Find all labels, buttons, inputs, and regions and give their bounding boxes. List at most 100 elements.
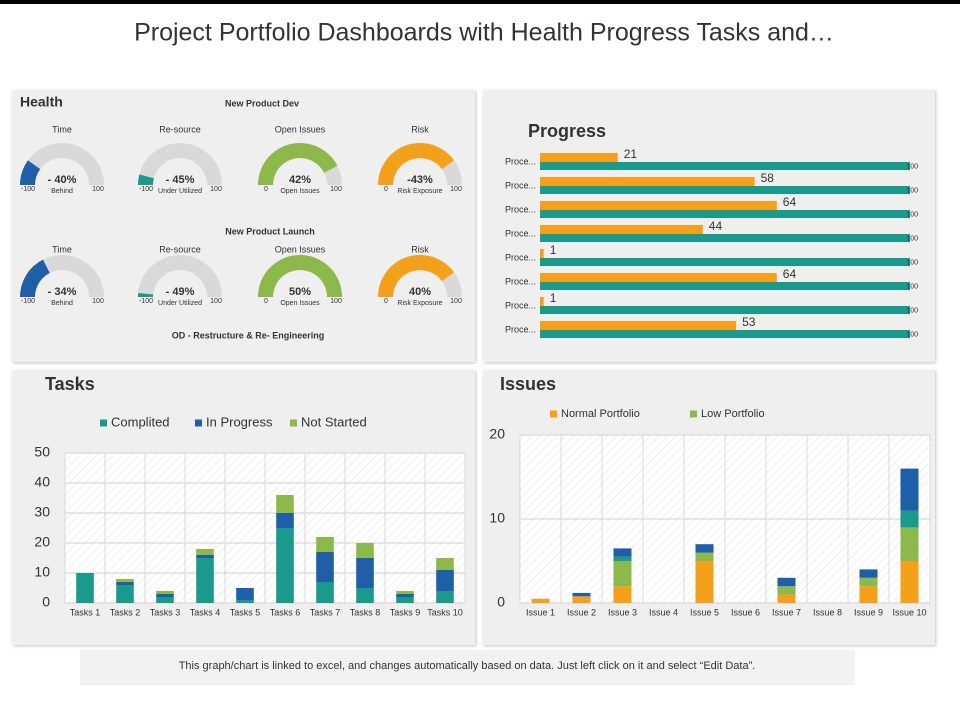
bar-segment <box>777 586 796 595</box>
bar-segment <box>156 591 174 594</box>
bar-segment <box>156 597 174 603</box>
data-label: 64 <box>783 267 797 281</box>
bar-segment <box>436 591 454 603</box>
bar-segment <box>116 579 134 582</box>
y-tick-label: Proce... <box>505 324 536 334</box>
bar-segment <box>196 558 214 603</box>
gauge-caption: Risk Exposure <box>397 188 442 195</box>
data-label: 64 <box>783 195 797 209</box>
y-tick-label: Proce... <box>505 180 536 190</box>
bar-segment <box>276 495 294 513</box>
x-tick-label: Issue 1 <box>526 607 555 617</box>
y-tick-label: Proce... <box>505 252 536 262</box>
gauge-fill <box>258 142 338 185</box>
bar-segment <box>396 594 414 597</box>
gauge-label: Risk <box>411 244 429 254</box>
bar-segment <box>156 594 174 597</box>
x-tick-label: Issue 7 <box>772 607 801 617</box>
gauge-min: -100 <box>21 186 35 193</box>
gauge-caption: Open Issues <box>280 300 320 307</box>
gauge-value: 50% <box>289 286 311 298</box>
gauge-label: Time <box>52 124 72 134</box>
bar-segment <box>859 586 878 603</box>
gauge-max: 100 <box>210 298 222 305</box>
gauge-label: Re-source <box>159 124 201 134</box>
x-tick-label: Tasks 9 <box>390 607 421 617</box>
bar-segment <box>316 582 334 603</box>
data-label: 53 <box>742 315 756 329</box>
bar <box>540 321 737 330</box>
data-label: 100 <box>906 307 918 314</box>
bar <box>540 258 910 266</box>
y-tick-label: 40 <box>34 474 50 490</box>
gauge-value: - 40% <box>48 174 77 186</box>
bar <box>540 177 755 186</box>
bar <box>540 186 910 194</box>
bar <box>540 306 910 314</box>
gauge-min: -100 <box>139 186 153 193</box>
bar-segment <box>316 537 334 552</box>
bar-segment <box>116 582 134 585</box>
bar <box>540 330 910 338</box>
gauge-fill <box>258 255 342 297</box>
gauge-label: Open Issues <box>275 124 326 134</box>
gauge-max: 100 <box>330 186 342 193</box>
bar-segment <box>613 548 632 557</box>
bar-segment <box>777 577 796 587</box>
x-tick-label: Issue 5 <box>690 607 719 617</box>
gauge-max: 100 <box>92 186 104 193</box>
health-panel <box>12 90 475 362</box>
x-tick-label: Tasks 2 <box>110 607 141 617</box>
bar-segment <box>695 552 714 561</box>
bar <box>540 225 703 234</box>
y-tick-label: 50 <box>34 444 50 460</box>
x-tick-label: Tasks 4 <box>190 607 221 617</box>
bar <box>540 249 544 258</box>
gauge-track <box>20 143 104 185</box>
section-title: OD - Restructure & Re- Engineering <box>172 330 325 340</box>
chart-title: Tasks <box>45 374 95 394</box>
footer-note: This graph/chart is linked to excel, and… <box>179 660 756 672</box>
legend-label: Normal Portfolio <box>561 408 640 420</box>
footer-box <box>80 650 855 685</box>
bar-segment <box>531 598 550 603</box>
data-label: 58 <box>761 171 775 185</box>
y-tick-label: 10 <box>34 564 50 580</box>
data-label: 100 <box>906 283 918 290</box>
data-label: 100 <box>906 211 918 218</box>
y-tick-label: Proce... <box>505 228 536 238</box>
legend-label: Low Portfolio <box>701 408 765 420</box>
bar-segment <box>695 561 714 603</box>
legend-swatch <box>290 419 297 427</box>
gauge-min: -100 <box>139 298 153 305</box>
data-label: 21 <box>624 147 638 161</box>
x-tick-label: Tasks 10 <box>427 607 463 617</box>
bar-segment <box>695 544 714 553</box>
gauge-value: 42% <box>289 174 311 186</box>
legend-label: Complited <box>111 414 170 429</box>
gauge-value: 40% <box>409 286 431 298</box>
data-label: 100 <box>906 187 918 194</box>
top-rule <box>0 0 960 4</box>
gauge-caption: Behind <box>51 188 73 195</box>
gauge-fill <box>19 259 50 297</box>
gauge-min: 0 <box>384 186 388 193</box>
gauge-max: 100 <box>210 186 222 193</box>
gauge-fill <box>20 160 41 185</box>
data-label: 1 <box>550 243 557 257</box>
gauge-track <box>138 255 222 297</box>
bar-segment <box>572 596 591 603</box>
section-title: New Product Dev <box>225 98 299 108</box>
data-label: 100 <box>906 259 918 266</box>
x-tick-label: Tasks 5 <box>230 607 261 617</box>
x-tick-label: Issue 2 <box>567 607 596 617</box>
bar <box>540 162 910 170</box>
gauge-caption: Under Utilized <box>158 300 202 307</box>
bar-segment <box>436 558 454 570</box>
bar-segment <box>196 555 214 558</box>
gauge-track <box>138 143 222 185</box>
x-tick-label: Tasks 6 <box>270 607 301 617</box>
health-title: Health <box>20 94 63 110</box>
legend-swatch <box>100 419 107 427</box>
